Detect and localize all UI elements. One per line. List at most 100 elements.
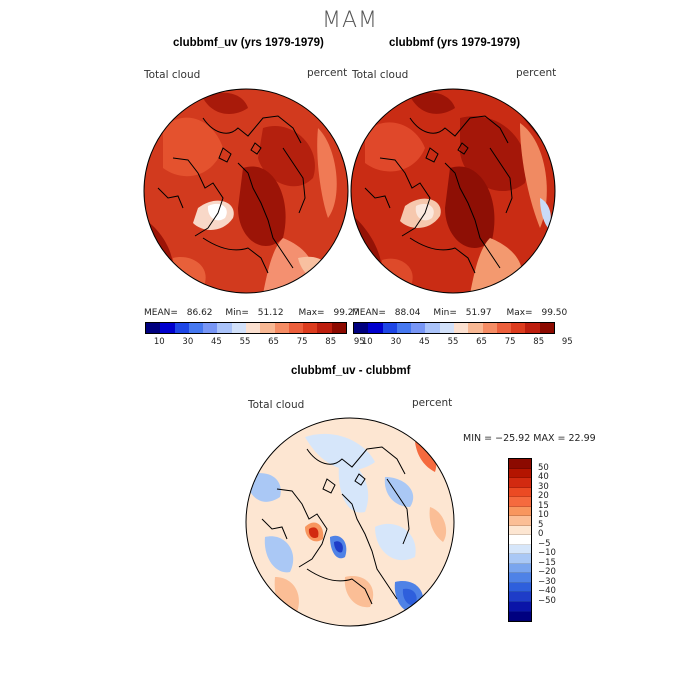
panel-3-colorbar-swatch	[509, 478, 531, 488]
panel-2-colorbar-tick-label: 85	[533, 337, 545, 347]
panel-2-min-label: Min=	[433, 308, 457, 318]
panel-2-mean-label: MEAN=	[352, 308, 386, 318]
panel-2-stats: MEAN= 88.04 Min= 51.97 Max= 99.50	[352, 308, 567, 318]
panel-3-colorbar-swatch	[509, 487, 531, 498]
panel-1-field-label: Total cloud	[144, 69, 201, 81]
panel-3-colorbar-tick-label: −15	[538, 557, 556, 568]
panel-2-colorbar-swatch	[368, 323, 383, 333]
panel-3-colorbar-swatch	[509, 468, 531, 479]
panel-1-colorbar-tick-label: 85	[325, 337, 337, 347]
panel-3-colorbar-tick-label: −40	[538, 586, 556, 597]
panel-3-colorbar-tick-label: 30	[538, 481, 549, 492]
panel-2-colorbar-tick-label: 95	[561, 337, 573, 347]
panel-2-min-value: 51.97	[465, 308, 492, 318]
panel-1-colorbar-swatch	[245, 323, 261, 333]
panel-1-units-label: percent	[307, 67, 348, 79]
panel-2-colorbar-swatch	[453, 323, 469, 333]
panel-1-title: clubbmf_uv (yrs 1979-1979)	[173, 37, 324, 49]
panel-3-colorbar-tick-label: 40	[538, 472, 549, 483]
panel-3-colorbar-swatch	[509, 525, 531, 536]
panel-1-colorbar-swatch	[174, 323, 189, 333]
panel-1-max-label: Max=	[298, 308, 325, 318]
panel-3-colorbar-swatch	[509, 582, 531, 593]
panel-1-colorbar-tick-label: 75	[296, 337, 308, 347]
panel-2-polar-map	[350, 88, 556, 294]
panel-2-max-label: Max=	[506, 308, 533, 318]
panel-2-colorbar-tick-label: 30	[390, 337, 402, 347]
panel-1-colorbar-swatch	[217, 323, 232, 333]
panel-1-colorbar	[145, 322, 347, 334]
panel-1-mean-label: MEAN=	[144, 308, 178, 318]
panel-3-colorbar-swatch	[509, 535, 531, 545]
panel-3-polar-map	[245, 417, 455, 627]
panel-2-colorbar-swatch	[525, 323, 540, 333]
panel-1-colorbar-tick-label: 95	[353, 337, 365, 347]
panel-1-min-value: 51.12	[257, 308, 284, 318]
panel-2-colorbar	[353, 322, 555, 334]
panel-3-colorbar-tick-label: 50	[538, 462, 549, 473]
panel-3-units-label: percent	[412, 397, 453, 409]
panel-3-colorbar-swatch	[509, 601, 531, 612]
panel-3-title: clubbmf_uv - clubbmf	[291, 365, 411, 377]
panel-2-colorbar-swatch	[425, 323, 440, 333]
panel-1-max-value: 99.27	[333, 308, 360, 318]
panel-1-stats: MEAN= 86.62 Min= 51.12 Max= 99.27	[144, 308, 359, 318]
panel-2-colorbar-swatch	[354, 323, 369, 333]
panel-2-colorbar-tick-label: 75	[504, 337, 516, 347]
panel-1-colorbar-swatch	[160, 323, 175, 333]
panel-2-colorbar-swatch	[539, 323, 554, 333]
panel-2-units-label: percent	[516, 67, 557, 79]
panel-1-colorbar-tick-label: 65	[268, 337, 279, 347]
panel-3-field-label: Total cloud	[248, 399, 305, 411]
panel-1-colorbar-tick-label: 10	[153, 337, 165, 347]
panel-3-minmax: MIN = −25.92 MAX = 22.99	[463, 433, 596, 444]
panel-2-colorbar-tick-label: 55	[447, 337, 459, 347]
panel-2-colorbar-swatch	[411, 323, 426, 333]
panel-1-colorbar-swatch	[260, 323, 275, 333]
panel-3-colorbar-swatch	[509, 497, 531, 507]
panel-3-colorbar-ticks: 50 40 30 20 15 10 5 0 −5 −10 −15 −20 −30 −40 −50	[538, 458, 578, 620]
panel-2-colorbar-swatch	[439, 323, 454, 333]
panel-3-colorbar-swatch	[509, 611, 531, 622]
panel-2-colorbar-swatch	[511, 323, 526, 333]
panel-1-colorbar-swatch	[274, 323, 289, 333]
panel-2-mean-value: 88.04	[394, 308, 421, 318]
panel-3-colorbar-tick-label: −30	[538, 576, 556, 587]
panel-3-colorbar-tick-label: −5	[538, 538, 551, 549]
panel-3-colorbar-tick-label: 20	[538, 491, 549, 502]
panel-3-colorbar-tick-label: 10	[538, 510, 549, 521]
panel-2-colorbar-tick-label: 65	[476, 337, 487, 347]
panel-2-colorbar-swatch	[382, 323, 397, 333]
panel-1-colorbar-swatch	[203, 323, 218, 333]
panel-2-colorbar-swatch	[468, 323, 483, 333]
panel-1-colorbar-swatch	[231, 323, 246, 333]
panel-2-field-label: Total cloud	[352, 69, 409, 81]
panel-3-colorbar-swatch	[509, 563, 531, 574]
panel-3-colorbar-tick-label: 5	[538, 519, 544, 530]
panel-3-colorbar-swatch	[509, 544, 531, 555]
panel-3-colorbar-tick-label: −10	[538, 548, 556, 559]
panel-1-colorbar-swatch	[331, 323, 346, 333]
panel-3-colorbar-swatch	[509, 592, 531, 602]
panel-3-colorbar-swatch	[509, 516, 531, 526]
panel-1-colorbar-swatch	[146, 323, 161, 333]
panel-2-colorbar-ticks: 10 30 45 55 65 75 85 95	[353, 337, 573, 349]
panel-3-colorbar-swatch	[509, 506, 531, 517]
panel-1-colorbar-ticks: 10 30 45 55 65 75 85 95	[145, 337, 365, 349]
panel-1-colorbar-tick-label: 45	[211, 337, 222, 347]
panel-2-max-value: 99.50	[541, 308, 568, 318]
panel-1-polar-map	[143, 88, 349, 294]
panel-3-colorbar-tick-label: −50	[538, 595, 556, 606]
panel-3-colorbar-tick-label: −20	[538, 567, 556, 578]
panel-1-colorbar-tick-label: 55	[239, 337, 251, 347]
panel-1-colorbar-tick-label: 30	[182, 337, 194, 347]
panel-3-colorbar-tick-label: 0	[538, 529, 544, 540]
panel-1-mean-value: 86.62	[186, 308, 213, 318]
panel-2-colorbar-tick-label: 45	[419, 337, 430, 347]
panel-3-colorbar	[508, 458, 532, 622]
panel-3-colorbar-swatch	[509, 554, 531, 564]
panel-3-colorbar-tick-label: 15	[538, 500, 549, 511]
panel-1-min-label: Min=	[225, 308, 249, 318]
panel-2-colorbar-swatch	[396, 323, 412, 333]
panel-1-colorbar-swatch	[288, 323, 304, 333]
